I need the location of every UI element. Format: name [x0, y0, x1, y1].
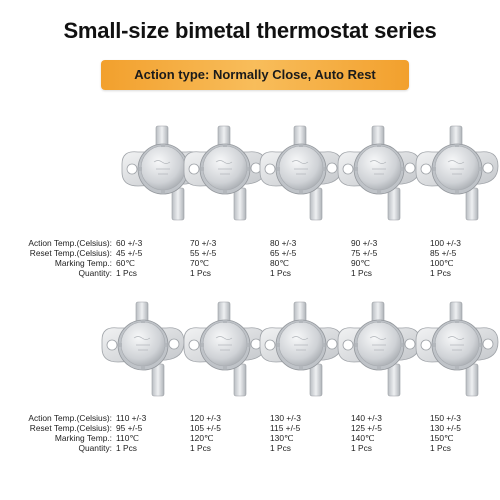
- label-quantity: Quantity:: [78, 443, 112, 453]
- action-temp-value: 90 +/-3: [351, 238, 378, 248]
- label-action-temp: Action Temp.(Celsius):: [28, 413, 112, 423]
- reset-temp-value: 55 +/-5: [190, 248, 217, 258]
- page-title: Small-size bimetal thermostat series: [63, 18, 437, 43]
- action-temp-value: 110 +/-3: [116, 413, 147, 423]
- action-temp-value: 100 +/-3: [430, 238, 461, 248]
- label-marking-temp: Marking Temp.:: [54, 258, 112, 268]
- spec-60: 60 +/-3 45 +/-5 60℃ 1 Pcs: [116, 238, 142, 278]
- marking-temp-value: 140℃: [351, 433, 375, 443]
- quantity-value: 1 Pcs: [270, 268, 291, 278]
- action-temp-value: 80 +/-3: [270, 238, 297, 248]
- quantity-value: 1 Pcs: [116, 443, 137, 453]
- reset-temp-value: 105 +/-5: [190, 423, 221, 433]
- thermostat-100-image: [410, 124, 500, 224]
- reset-temp-value: 130 +/-5: [430, 423, 461, 433]
- label-quantity: Quantity:: [78, 268, 112, 278]
- label-action-temp: Action Temp.(Celsius):: [28, 238, 112, 248]
- marking-temp-value: 100℃: [430, 258, 454, 268]
- action-temp-value: 130 +/-3: [270, 413, 301, 423]
- label-marking-temp: Marking Temp.:: [54, 433, 112, 443]
- action-temp-value: 150 +/-3: [430, 413, 461, 423]
- row2-labels: Action Temp.(Celsius): Reset Temp.(Celsi…: [6, 413, 112, 453]
- reset-temp-value: 85 +/-5: [430, 248, 457, 258]
- action-type-banner: Action type: Normally Close, Auto Rest: [101, 60, 409, 90]
- label-reset-temp: Reset Temp.(Celsius):: [29, 248, 112, 258]
- reset-temp-value: 125 +/-5: [351, 423, 382, 433]
- thermostat-110-image: [96, 300, 188, 400]
- marking-temp-value: 130℃: [270, 433, 294, 443]
- quantity-value: 1 Pcs: [351, 443, 372, 453]
- reset-temp-value: 45 +/-5: [116, 248, 143, 258]
- thermostat-70-image: [178, 124, 270, 224]
- spec-80: 80 +/-3 65 +/-5 80℃ 1 Pcs: [270, 238, 296, 278]
- reset-temp-value: 115 +/-5: [270, 423, 301, 433]
- thermostat-90-image: [332, 124, 424, 224]
- marking-temp-value: 80℃: [270, 258, 289, 268]
- marking-temp-value: 70℃: [190, 258, 209, 268]
- spec-120: 120 +/-3 105 +/-5 120℃ 1 Pcs: [190, 413, 221, 453]
- spec-70: 70 +/-3 55 +/-5 70℃ 1 Pcs: [190, 238, 216, 278]
- marking-temp-value: 110℃: [116, 433, 139, 443]
- action-temp-value: 70 +/-3: [190, 238, 217, 248]
- action-temp-value: 120 +/-3: [190, 413, 221, 423]
- spec-90: 90 +/-3 75 +/-5 90℃ 1 Pcs: [351, 238, 377, 278]
- reset-temp-value: 95 +/-5: [116, 423, 143, 433]
- spec-150: 150 +/-3 130 +/-5 150℃ 1 Pcs: [430, 413, 461, 453]
- thermostat-130-image: [254, 300, 346, 400]
- spec-110: 110 +/-3 95 +/-5 110℃ 1 Pcs: [116, 413, 146, 453]
- row1-labels: Action Temp.(Celsius): Reset Temp.(Celsi…: [6, 238, 112, 278]
- action-temp-value: 60 +/-3: [116, 238, 143, 248]
- quantity-value: 1 Pcs: [351, 268, 372, 278]
- thermostat-140-image: [332, 300, 424, 400]
- quantity-value: 1 Pcs: [430, 443, 451, 453]
- quantity-value: 1 Pcs: [190, 443, 211, 453]
- quantity-value: 1 Pcs: [430, 268, 451, 278]
- quantity-value: 1 Pcs: [270, 443, 291, 453]
- quantity-value: 1 Pcs: [116, 268, 137, 278]
- marking-temp-value: 120℃: [190, 433, 214, 443]
- reset-temp-value: 65 +/-5: [270, 248, 297, 258]
- thermostat-150-image: [410, 300, 500, 400]
- marking-temp-value: 60℃: [116, 258, 135, 268]
- spec-140: 140 +/-3 125 +/-5 140℃ 1 Pcs: [351, 413, 382, 453]
- spec-100: 100 +/-3 85 +/-5 100℃ 1 Pcs: [430, 238, 461, 278]
- marking-temp-value: 90℃: [351, 258, 370, 268]
- marking-temp-value: 150℃: [430, 433, 454, 443]
- banner-text: Action type: Normally Close, Auto Rest: [134, 67, 376, 82]
- quantity-value: 1 Pcs: [190, 268, 211, 278]
- label-reset-temp: Reset Temp.(Celsius):: [29, 423, 112, 433]
- spec-130: 130 +/-3 115 +/-5 130℃ 1 Pcs: [270, 413, 301, 453]
- reset-temp-value: 75 +/-5: [351, 248, 378, 258]
- action-temp-value: 140 +/-3: [351, 413, 382, 423]
- thermostat-80-image: [254, 124, 346, 224]
